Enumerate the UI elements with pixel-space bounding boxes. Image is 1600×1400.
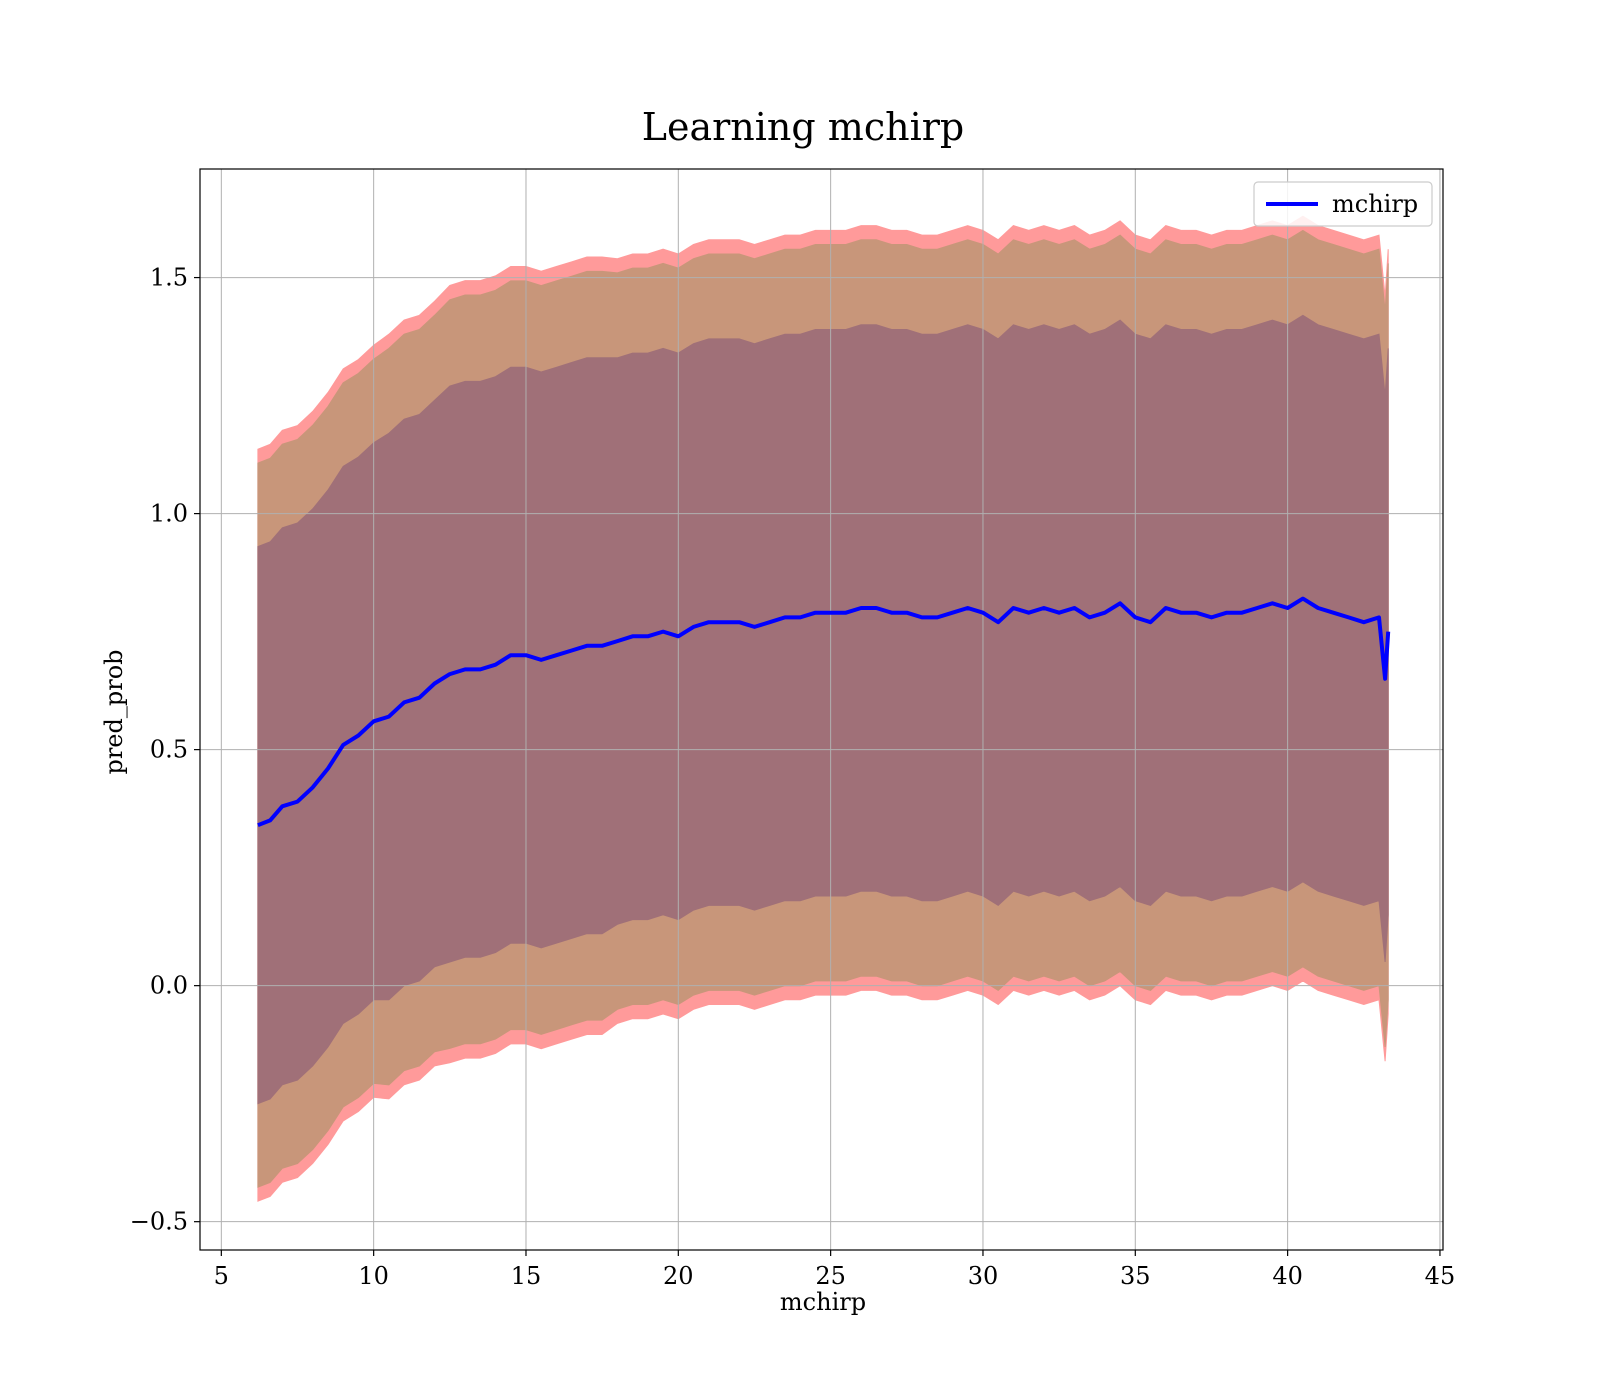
x-tick-label-3: 20 bbox=[663, 1262, 694, 1290]
x-tick-label-2: 15 bbox=[511, 1262, 542, 1290]
x-tick-label-7: 40 bbox=[1272, 1262, 1303, 1290]
grid-lines bbox=[200, 169, 1443, 1250]
chart-title: Learning mchirp bbox=[642, 105, 964, 149]
x-axis-label: mchirp bbox=[780, 1288, 866, 1316]
x-tick-label-6: 35 bbox=[1120, 1262, 1151, 1290]
plot-frame bbox=[199, 168, 1444, 1251]
plot-area bbox=[199, 168, 1444, 1251]
x-tick-label-5: 30 bbox=[968, 1262, 999, 1290]
y-tick-label-3: 1.0 bbox=[150, 500, 188, 528]
y-tick-label-1: 0.0 bbox=[150, 972, 188, 1000]
y-tick-label-4: 1.5 bbox=[150, 264, 188, 292]
x-tick-label-0: 5 bbox=[214, 1262, 229, 1290]
legend: mchirp bbox=[1253, 181, 1433, 227]
band-1-sigma bbox=[257, 314, 1389, 1105]
uncertainty-bands bbox=[257, 215, 1389, 1202]
y-axis-ticks: −0.5 0.0 0.5 1.0 1.5 bbox=[130, 264, 200, 1236]
y-axis-label: pred_prob bbox=[100, 649, 128, 774]
y-tick-label-0: −0.5 bbox=[130, 1208, 188, 1236]
y-tick-label-2: 0.5 bbox=[150, 736, 188, 764]
x-axis-ticks: 5 10 15 20 25 30 35 40 45 bbox=[214, 1250, 1456, 1290]
x-tick-label-1: 10 bbox=[358, 1262, 389, 1290]
legend-box bbox=[1253, 181, 1433, 227]
x-tick-label-4: 25 bbox=[815, 1262, 846, 1290]
series-line-mchirp bbox=[257, 596, 1391, 828]
legend-label-mchirp: mchirp bbox=[1332, 190, 1418, 218]
x-tick-label-8: 45 bbox=[1425, 1262, 1456, 1290]
